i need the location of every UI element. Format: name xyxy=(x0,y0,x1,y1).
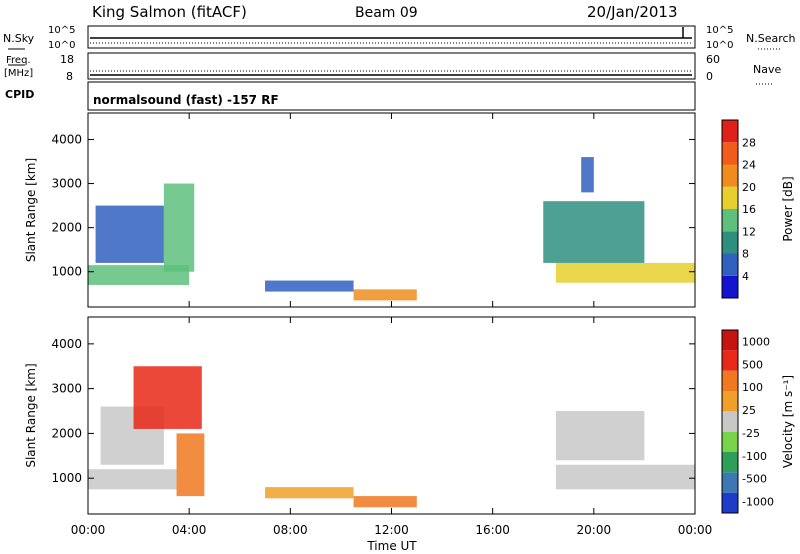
data-region-7 xyxy=(581,157,594,193)
time-axis: 00:00 04:00 08:00 12:00 16:00 20:00 00:00 xyxy=(71,523,713,537)
colorbar-tick-label: 28 xyxy=(742,136,756,149)
cpid-label: CPID xyxy=(5,88,34,101)
colorbar-tick-label: 16 xyxy=(742,203,756,216)
nave-tick-top: 60 xyxy=(706,53,720,66)
y-tick-label: 2000 xyxy=(51,221,82,235)
freq-unit: [MHz] xyxy=(4,68,33,79)
colorbar-segment xyxy=(722,164,738,187)
data-region-3 xyxy=(265,280,354,292)
freq-label: Freq. xyxy=(6,55,31,66)
data-region-4 xyxy=(265,487,354,499)
colorbar-segment xyxy=(722,350,738,371)
date-label: 20/Jan/2013 xyxy=(587,3,678,21)
x-tick-label: 20:00 xyxy=(577,523,612,537)
colorbar-tick-label: -100 xyxy=(742,450,767,463)
colorbar-segment xyxy=(722,472,738,493)
x-tick-label: 00:00 xyxy=(71,523,106,537)
y-tick-label: 4000 xyxy=(51,337,82,351)
site-title: King Salmon (fitACF) xyxy=(92,3,247,21)
freq-tick-top: 18 xyxy=(60,53,74,66)
colorbar-segment xyxy=(722,452,738,473)
nsky-tick-top: 10^5 xyxy=(48,25,75,36)
data-region-3 xyxy=(133,366,202,429)
nsearch-label: N.Search xyxy=(746,32,796,45)
y-axis-label: Slant Range [km] xyxy=(24,363,38,467)
colorbar-title: Power [dB] xyxy=(781,176,795,241)
y-tick-label: 3000 xyxy=(51,177,82,191)
colorbar-segment xyxy=(722,492,738,513)
beam-label: Beam 09 xyxy=(355,5,418,21)
freq-tick-bottom: 8 xyxy=(66,70,73,83)
x-axis-title: Time UT xyxy=(366,539,417,553)
velocity-panel: 1000 2000 3000 4000 Slant Range [km] 1000 500 1… xyxy=(24,316,795,515)
cpid-panel xyxy=(87,81,696,111)
nsky-tick-bottom: 10^0 xyxy=(48,40,75,51)
data-region-4 xyxy=(353,289,417,301)
y-tick-label: 1000 xyxy=(51,471,82,485)
colorbar-tick-label: 1000 xyxy=(742,335,770,348)
data-region-1 xyxy=(95,205,164,263)
colorbar-segment xyxy=(722,231,738,254)
colorbar-tick-label: 4 xyxy=(742,270,749,283)
colorbar-segment xyxy=(722,411,738,432)
data-region-0 xyxy=(88,469,177,490)
colorbar-frame xyxy=(721,119,739,299)
colorbar-tick-label: 100 xyxy=(742,381,763,394)
y-tick-label: 2000 xyxy=(51,426,82,440)
x-tick-label: 16:00 xyxy=(475,523,510,537)
x-tick-label: 12:00 xyxy=(374,523,409,537)
data-region-6 xyxy=(555,464,695,490)
y-tick-label: 3000 xyxy=(51,382,82,396)
colorbar-segment xyxy=(722,431,738,452)
colorbar-tick-label: 25 xyxy=(742,404,756,417)
y-tick-label: 1000 xyxy=(51,265,82,279)
colorbar-tick-label: 8 xyxy=(742,248,749,261)
power-panel: 1000 2000 3000 4000 Slant Range [km] 4 8 12 16 20… xyxy=(24,112,795,308)
freq-panel xyxy=(87,52,696,80)
nave-tick-bottom: 0 xyxy=(706,70,713,83)
nsky-panel xyxy=(87,25,696,49)
colorbar-segment xyxy=(722,209,738,232)
nsky-label: N.Sky xyxy=(3,32,35,45)
colorbar-tick-label: -500 xyxy=(742,473,767,486)
data-region-6 xyxy=(543,201,645,263)
colorbar-tick-label: 12 xyxy=(742,225,756,238)
x-tick-label: 04:00 xyxy=(172,523,207,537)
data-region-5 xyxy=(353,496,417,508)
data-region-2 xyxy=(176,433,205,497)
colorbar-title: Velocity [m s⁻¹] xyxy=(781,375,795,468)
colorbar-tick-label: 20 xyxy=(742,181,756,194)
colorbar-segment xyxy=(722,142,738,165)
colorbar-segment xyxy=(722,370,738,391)
nsearch-tick-top: 10^5 xyxy=(706,25,733,36)
cpid-text: normalsound (fast) -157 RF xyxy=(93,93,279,107)
nsearch-tick-bottom: 10^0 xyxy=(706,40,733,51)
colorbar-segment xyxy=(722,120,738,143)
colorbar-tick-label: 500 xyxy=(742,358,763,371)
data-region-7 xyxy=(555,411,645,461)
x-tick-label: 00:00 xyxy=(678,523,713,537)
x-tick-label: 08:00 xyxy=(273,523,308,537)
colorbar-segment xyxy=(722,330,738,351)
data-region-2 xyxy=(163,183,195,272)
data-region-5 xyxy=(555,262,695,283)
y-tick-label: 4000 xyxy=(51,132,82,146)
y-axis-label: Slant Range [km] xyxy=(24,158,38,262)
colorbar-segment xyxy=(722,275,738,298)
colorbar-tick-label: -1000 xyxy=(742,496,774,509)
colorbar-segment xyxy=(722,253,738,276)
colorbar-tick-label: 24 xyxy=(742,159,756,172)
colorbar-segment xyxy=(722,186,738,209)
nave-label: Nave xyxy=(753,63,781,76)
colorbar-segment xyxy=(722,391,738,412)
colorbar-tick-label: -25 xyxy=(742,427,760,440)
colorbar-frame xyxy=(721,329,739,514)
